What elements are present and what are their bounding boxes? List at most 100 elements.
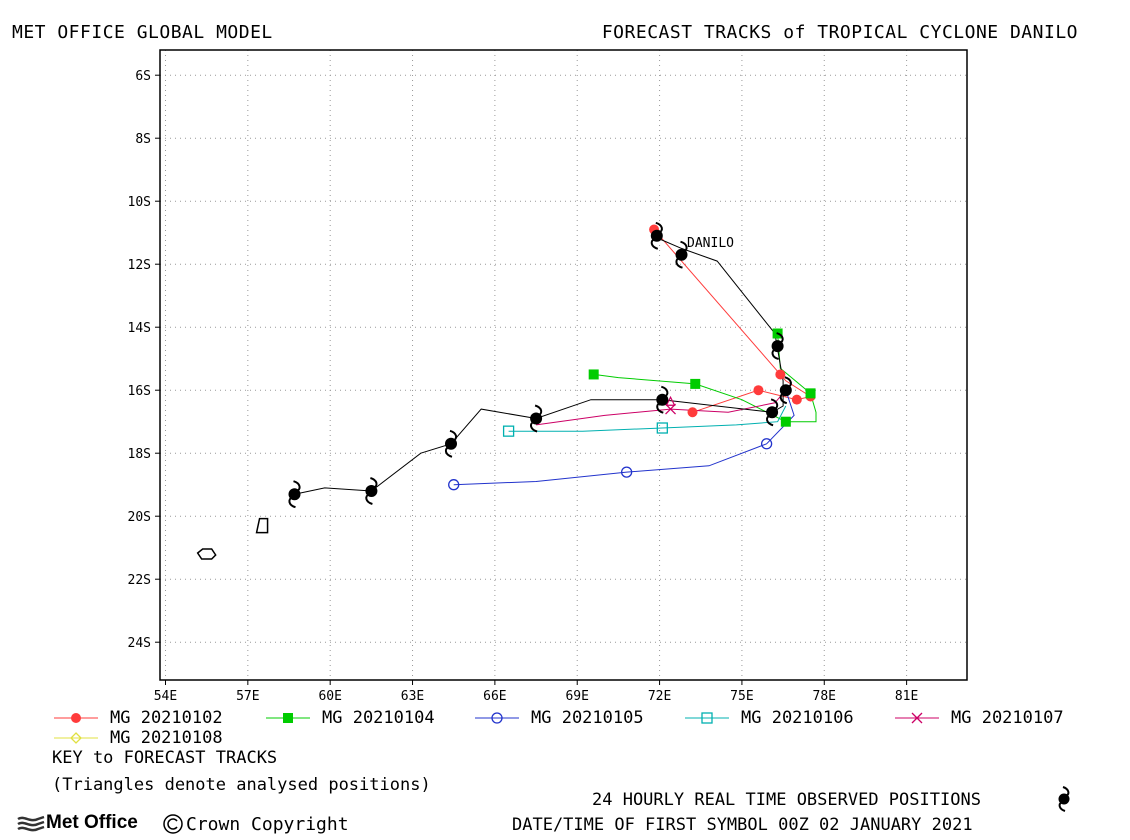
forecast-marker [687, 407, 698, 418]
forecast-marker [753, 385, 764, 396]
legend-key-title: KEY to FORECAST TRACKS [52, 748, 278, 768]
forecast-marker [502, 425, 515, 437]
y-tick-label: 20S [128, 510, 151, 525]
legend-marker [283, 713, 293, 723]
cyclone-symbol [365, 477, 378, 505]
cyclone-symbol [288, 480, 301, 509]
legend-marker [911, 712, 923, 724]
y-tick-label: 10S [128, 195, 151, 210]
cyclone-symbols: DANILO [196, 221, 792, 560]
legend-label: MG 20210105 [531, 708, 644, 728]
cyclone-eye [771, 340, 784, 353]
cyclone-symbol [444, 429, 458, 458]
observed-track [294, 238, 784, 495]
x-tick-label: 60E [318, 689, 341, 704]
x-tick-label: 66E [483, 689, 506, 704]
legend-swatch [685, 712, 729, 724]
legend-item: MG 20210104 [264, 708, 435, 728]
legend-item: MG 20210102 [52, 708, 223, 728]
legend-label: MG 20210107 [951, 708, 1064, 728]
legend-swatch [54, 732, 98, 744]
legend-item: MG 20210108 [52, 728, 223, 748]
x-tick-label: 69E [565, 689, 588, 704]
y-tick-label: 8S [135, 132, 151, 147]
cyclone-eye [288, 488, 301, 501]
legend-swatch [54, 713, 98, 723]
forecast-track-mg-20210104 [593, 333, 817, 423]
observed-positions-label: 24 HOURLY REAL TIME OBSERVED POSITIONS [592, 790, 981, 810]
copyright: Crown Copyright [162, 813, 349, 835]
y-tick-label: 12S [128, 258, 151, 273]
cyclone-symbol [766, 398, 779, 427]
legend-marker [71, 713, 81, 723]
cyclone-eye [530, 412, 543, 425]
x-tick-label: 54E [154, 689, 177, 704]
legend-note: (Triangles denote analysed positions) [52, 775, 431, 795]
cyclone-eye [650, 229, 663, 242]
later-position [196, 548, 217, 560]
legend-marker [701, 712, 713, 724]
storm-name-label: DANILO [687, 236, 734, 251]
axes: 54E 57E 60E 63E 66E 69E 72E 75E 78E 81E 6S 8S 10S 12S… [128, 69, 919, 704]
forecast-marker [656, 422, 668, 434]
legend-label: MG 20210108 [110, 728, 223, 748]
y-tick-label: 22S [128, 573, 151, 588]
header-right-title: FORECAST TRACKS of TROPICAL CYCLONE DANI… [601, 22, 1078, 43]
legend-label: MG 20210106 [741, 708, 854, 728]
legend-label: MG 20210102 [110, 708, 223, 728]
forecast-track-mg-20210105 [453, 390, 795, 486]
forecast-marker [760, 438, 773, 450]
forecast-marker [588, 369, 599, 380]
forecast-track-mg-20210107 [536, 389, 787, 426]
forecast-marker [690, 378, 701, 389]
legend-marker [491, 712, 503, 724]
copyright-icon [163, 814, 183, 834]
forecast-track-mg-20210106 [508, 405, 787, 432]
forecast-marker [791, 394, 802, 405]
cyclone-symbol [530, 404, 543, 433]
cyclone-eye [675, 248, 688, 261]
x-tick-label: 81E [895, 689, 918, 704]
copyright-text: Crown Copyright [186, 813, 349, 835]
cyclone-eye [445, 437, 457, 450]
x-tick-label: 63E [401, 689, 424, 704]
tracks [294, 229, 817, 495]
forecast-marker [620, 466, 633, 478]
legend-label: MG 20210104 [322, 708, 435, 728]
x-tick-label: 57E [236, 689, 259, 704]
cyclone-symbol [650, 221, 663, 250]
legend-item: MG 20210105 [473, 708, 644, 728]
cyclone-symbol [779, 376, 792, 405]
y-tick-label: 18S [128, 447, 151, 462]
x-tick-label: 75E [730, 689, 753, 704]
forecast-marker [780, 416, 791, 427]
legend-swatch [475, 712, 519, 724]
y-tick-label: 16S [128, 384, 151, 399]
x-tick-label: 78E [813, 689, 836, 704]
first-symbol-date: DATE/TIME OF FIRST SYMBOL 00Z 02 JANUARY… [512, 815, 973, 835]
forecast-marker [805, 388, 816, 399]
x-tick-label: 72E [648, 689, 671, 704]
y-tick-label: 24S [128, 636, 151, 651]
legend-item: MG 20210107 [893, 708, 1064, 728]
later-position [255, 517, 269, 534]
track-chart: 54E 57E 60E 63E 66E 69E 72E 75E 78E 81E 6S 8S 10S 12S… [128, 49, 968, 704]
cyclone-eye [365, 485, 378, 497]
cyclone-eye [766, 406, 779, 419]
cyclone-eye [779, 384, 792, 397]
met-office-logo: Met Office [16, 812, 138, 834]
y-tick-label: 14S [128, 321, 151, 336]
forecast-marker [448, 479, 460, 491]
legend-item: MG 20210106 [683, 708, 854, 728]
plot-frame [159, 49, 968, 681]
legend-swatch [266, 713, 310, 723]
analysed-triangle [665, 395, 676, 406]
cyclone-eye [656, 393, 669, 406]
cyclone-icon [1058, 786, 1070, 812]
forecast-marker [775, 369, 786, 380]
met-office-logo-text: Met Office [46, 812, 138, 833]
grid [160, 50, 967, 680]
y-tick-label: 6S [135, 69, 151, 84]
cyclone-symbol [656, 385, 669, 414]
cyclone-symbol [675, 240, 688, 269]
